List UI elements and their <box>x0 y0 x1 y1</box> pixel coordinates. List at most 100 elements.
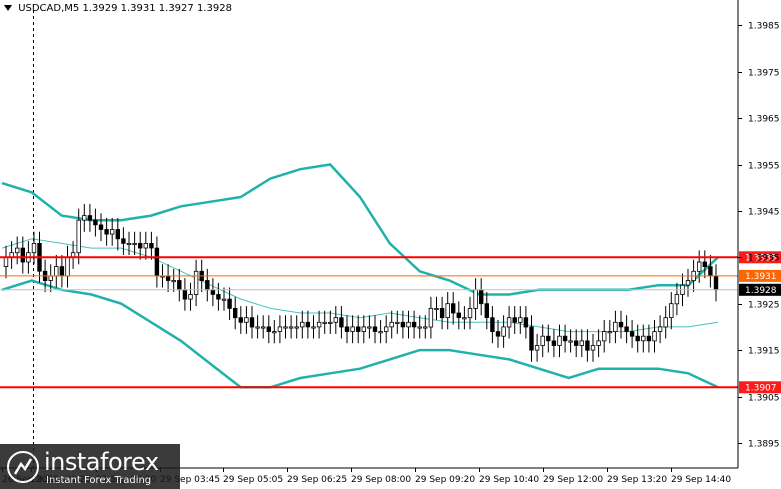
candle-up-body <box>669 303 674 319</box>
candle-up-body <box>473 289 478 309</box>
y-tick-label: 1.3925 <box>748 301 780 311</box>
candle-up-body <box>395 321 400 324</box>
candle-up-body <box>596 340 601 346</box>
candle-down-body <box>266 326 271 332</box>
candle-up-body <box>272 331 277 334</box>
candle-down-body <box>450 303 456 314</box>
candle-up-body <box>434 307 439 310</box>
candle-up-body <box>657 326 663 332</box>
candle-down-body <box>546 335 551 342</box>
y-tick-label: 1.3935 <box>748 254 780 264</box>
bollinger-lower-band <box>1 279 719 389</box>
candle-down-body <box>355 326 361 332</box>
candle-up-body <box>389 321 394 328</box>
candle-up-body <box>31 242 37 254</box>
candle-up-body <box>311 326 316 329</box>
candle-down-body <box>216 294 221 300</box>
candle-down-body <box>137 242 143 249</box>
level-0-tag <box>739 251 781 264</box>
candle-down-body <box>713 275 719 291</box>
level-1-tag <box>739 381 781 394</box>
ohlc-label: 1.3929 1.3931 1.3927 1.3928 <box>82 3 232 14</box>
candle-down-body <box>149 242 154 249</box>
x-tick-label: 29 Sep 08:00 <box>351 475 411 485</box>
candle-down-body <box>115 229 120 240</box>
candle-down-body <box>646 335 652 342</box>
brand-tagline: Instant Forex Trading <box>46 475 152 486</box>
x-tick-label: 29 Sep 09:20 <box>415 475 475 485</box>
candle-up-body <box>221 298 227 301</box>
candle-down-body <box>523 317 529 328</box>
candle-down-body <box>344 326 350 332</box>
candle-down-body <box>20 247 25 263</box>
x-tick-label: 29 Sep 03:45 <box>160 475 220 485</box>
candle-down-body <box>98 224 104 230</box>
candle-up-body <box>54 266 59 277</box>
x-tick-label: 29 Sep 13:20 <box>607 475 667 485</box>
candle-up-body <box>277 326 283 332</box>
candle-down-body <box>400 321 406 328</box>
candle-down-body <box>339 317 344 328</box>
candle-up-body <box>288 326 294 329</box>
y-tick-label: 1.3945 <box>748 208 780 218</box>
collapse-triangle-icon[interactable] <box>4 5 12 11</box>
candle-up-body <box>417 326 422 329</box>
candle-up-body <box>697 261 702 272</box>
candle-up-body <box>82 215 87 221</box>
bollinger-upper-band <box>1 163 719 296</box>
candle-up-body <box>406 321 411 328</box>
candle-up-body <box>367 326 372 329</box>
candle-up-body <box>65 256 70 277</box>
candle-down-body <box>87 215 93 221</box>
y-tick-label: 1.3975 <box>748 69 780 79</box>
candle-up-body <box>328 321 333 324</box>
candle-down-body <box>702 261 707 267</box>
candle-down-body <box>59 266 65 277</box>
candle-up-body <box>294 326 299 329</box>
candle-down-body <box>624 326 629 332</box>
x-tick-label: 29 Sep 14:40 <box>671 475 731 485</box>
candle-up-body <box>193 270 199 295</box>
candle-up-body <box>132 242 137 245</box>
candle-down-body <box>629 331 635 337</box>
candle-up-body <box>383 326 389 332</box>
candle-down-body <box>495 331 501 337</box>
candle-down-body <box>439 307 445 319</box>
candle-up-body <box>534 345 540 351</box>
candle-up-body <box>685 280 691 286</box>
candle-up-body <box>568 340 573 343</box>
candle-up-body <box>613 321 618 332</box>
y-tick-label: 1.3985 <box>748 22 780 32</box>
candle-up-body <box>641 335 646 342</box>
level-1-tag-label: 1.3907 <box>745 383 777 393</box>
candle-up-body <box>663 317 668 328</box>
candle-up-body <box>361 326 366 332</box>
candle-up-body <box>462 317 467 320</box>
candle-up-body <box>378 331 383 334</box>
candle-up-body <box>467 307 473 319</box>
candle-up-body <box>607 331 612 334</box>
x-tick-label: 29 Sep 05:05 <box>223 475 283 485</box>
candle-down-body <box>210 289 216 295</box>
candle-down-body <box>305 321 311 328</box>
symbol-label: USDCAD,M5 <box>18 3 80 14</box>
candle-down-body <box>574 340 579 346</box>
y-tick-label: 1.3915 <box>748 347 780 357</box>
y-tick-label: 1.3905 <box>748 394 780 404</box>
candle-down-body <box>456 312 461 318</box>
candle-up-body <box>171 280 176 283</box>
candle-up-body <box>652 331 657 342</box>
level-lines: 1.3935 1.3907 1.3931 1.3928 <box>0 251 781 394</box>
candle-up-body <box>350 326 355 332</box>
brand-name: instaforex <box>44 448 159 476</box>
candle-down-body <box>708 266 713 277</box>
candle-up-body <box>428 307 434 328</box>
candle-down-body <box>177 280 182 291</box>
candle-up-body <box>557 335 562 346</box>
candle-up-body <box>674 294 680 305</box>
candles <box>3 204 719 362</box>
candle-down-body <box>490 317 495 333</box>
candle-down-body <box>165 275 171 281</box>
candle-down-body <box>154 247 160 277</box>
candle-up-body <box>322 321 327 324</box>
